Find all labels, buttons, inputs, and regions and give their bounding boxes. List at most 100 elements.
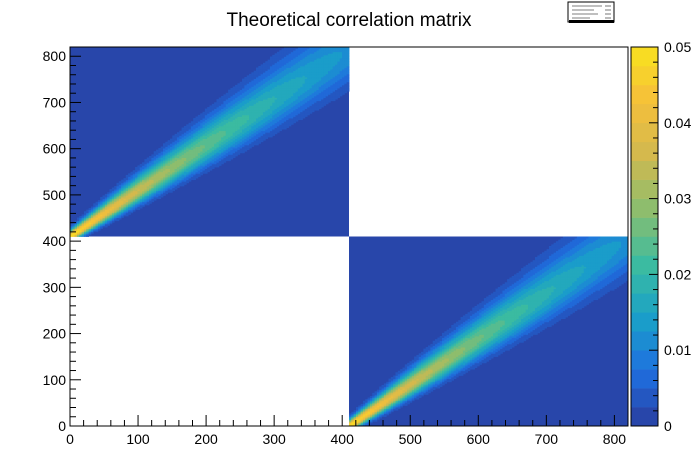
legend-box-icon[interactable] — [567, 1, 615, 23]
heatmap-cell — [179, 176, 182, 179]
heatmap-cell — [425, 370, 429, 373]
heatmap-cell — [260, 77, 264, 79]
heatmap-cell — [288, 97, 292, 100]
heatmap-cell — [358, 419, 362, 422]
heatmap-cell — [207, 107, 210, 109]
heatmap-cell — [70, 231, 73, 234]
heatmap-cell — [207, 133, 210, 136]
heatmap-cell — [235, 138, 238, 141]
heatmap-cell — [260, 75, 264, 78]
heatmap-cell — [300, 99, 303, 102]
heatmap-cell — [123, 189, 127, 192]
heatmap-cell — [211, 165, 215, 168]
heatmap-cell — [225, 95, 229, 98]
heatmap-cell — [411, 383, 415, 386]
heatmap-cell — [272, 83, 275, 86]
heatmap-cell — [418, 356, 422, 359]
heatmap-cell — [121, 214, 124, 217]
heatmap-cell — [88, 215, 92, 218]
heatmap-cell — [423, 389, 427, 392]
heatmap-cell — [232, 143, 236, 146]
heatmap-cell — [207, 155, 210, 158]
heatmap-cell — [142, 171, 145, 174]
heatmap-cell — [295, 54, 299, 57]
heatmap-cell — [235, 103, 238, 106]
heatmap-cell — [402, 395, 406, 398]
heatmap-cell — [290, 80, 294, 83]
heatmap-cell — [242, 143, 245, 146]
heatmap-cell — [281, 73, 285, 76]
heatmap-cell — [204, 116, 208, 119]
heatmap-cell — [197, 173, 201, 176]
heatmap-cell — [158, 190, 162, 193]
heatmap-cell — [428, 358, 431, 361]
heatmap-cell — [109, 192, 113, 195]
heatmap-cell — [316, 105, 320, 108]
heatmap-cell — [209, 114, 213, 117]
heatmap-cell — [300, 100, 303, 103]
heatmap-cell — [295, 56, 299, 59]
heatmap-cell — [362, 405, 366, 408]
heatmap-cell — [304, 80, 308, 83]
heatmap-cell — [314, 58, 317, 61]
heatmap-cell — [323, 97, 327, 100]
heatmap-cell — [221, 144, 224, 147]
heatmap-cell — [418, 359, 422, 362]
heatmap-cell — [169, 190, 173, 193]
heatmap-cell — [228, 133, 231, 136]
heatmap-cell — [251, 116, 255, 119]
heatmap-cell — [323, 48, 327, 51]
heatmap-cell — [279, 69, 282, 72]
heatmap-cell — [304, 110, 308, 113]
heatmap-cell — [316, 80, 320, 83]
heatmap-cell — [202, 152, 206, 155]
heatmap-cell — [160, 195, 164, 198]
heatmap-cell — [183, 179, 187, 182]
heatmap-cell — [174, 170, 178, 173]
heatmap-cell — [309, 107, 313, 109]
heatmap-cell — [109, 203, 113, 206]
heatmap-cell — [353, 410, 357, 413]
heatmap-cell — [93, 219, 96, 222]
heatmap-cell — [256, 110, 259, 113]
heatmap-cell — [314, 61, 317, 64]
heatmap-cell — [190, 154, 194, 157]
heatmap-cell — [314, 95, 317, 98]
heatmap-cell — [223, 122, 227, 125]
heatmap-cell — [344, 80, 348, 83]
heatmap-cell — [230, 141, 234, 144]
heatmap-cell — [269, 64, 273, 67]
heatmap-cell — [402, 367, 406, 370]
heatmap-cell — [374, 403, 378, 406]
heatmap-cell — [265, 92, 269, 95]
heatmap-cell — [265, 103, 269, 106]
heatmap-cell — [195, 167, 199, 169]
heatmap-cell — [388, 391, 392, 394]
heatmap-cell — [244, 81, 248, 84]
heatmap-cell — [260, 103, 264, 106]
heatmap-cell — [195, 140, 199, 143]
heatmap-cell — [295, 100, 299, 103]
heatmap-cell — [390, 386, 394, 389]
heatmap-cell — [300, 50, 303, 53]
heatmap-cell — [253, 138, 257, 141]
heatmap-cell — [423, 362, 427, 365]
heatmap-cell — [404, 389, 408, 392]
heatmap-cell — [207, 118, 210, 121]
heatmap-cell — [216, 121, 220, 124]
heatmap-cell — [228, 95, 231, 98]
heatmap-cell — [195, 121, 199, 124]
heatmap-cell — [249, 122, 252, 125]
heatmap-cell — [246, 127, 250, 130]
heatmap-cell — [114, 197, 117, 199]
heatmap-cell — [132, 189, 136, 192]
heatmap-cell — [209, 116, 213, 119]
heatmap-cell — [142, 184, 145, 187]
heatmap-cell — [307, 102, 310, 105]
heatmap-cell — [216, 141, 220, 144]
heatmap-cell — [295, 77, 299, 79]
heatmap-cell — [293, 114, 296, 117]
heatmap-cell — [321, 100, 324, 103]
heatmap-cell — [335, 70, 338, 73]
heatmap-cell — [90, 206, 94, 209]
